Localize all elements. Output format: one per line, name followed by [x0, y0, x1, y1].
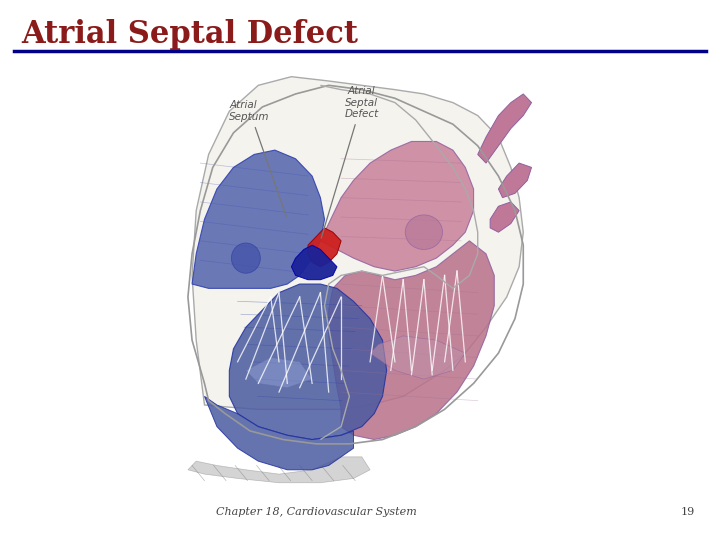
Circle shape — [231, 243, 261, 273]
Text: Atrial
Septum: Atrial Septum — [229, 100, 287, 217]
Polygon shape — [229, 284, 387, 440]
Polygon shape — [192, 77, 523, 409]
Polygon shape — [246, 357, 312, 388]
Text: Atrial Septal Defect: Atrial Septal Defect — [22, 19, 359, 50]
Polygon shape — [490, 202, 519, 232]
Text: 19: 19 — [680, 507, 695, 517]
Text: Atrial
Septal
Defect: Atrial Septal Defect — [321, 86, 379, 238]
Text: Chapter 18, Cardiovascular System: Chapter 18, Cardiovascular System — [217, 507, 417, 517]
Polygon shape — [204, 396, 354, 470]
Polygon shape — [328, 241, 494, 440]
Polygon shape — [292, 245, 337, 280]
Polygon shape — [478, 94, 531, 163]
Ellipse shape — [405, 215, 443, 249]
Polygon shape — [498, 163, 531, 198]
Polygon shape — [320, 141, 474, 271]
Polygon shape — [192, 150, 325, 288]
Polygon shape — [308, 228, 341, 267]
Polygon shape — [188, 457, 370, 483]
Polygon shape — [370, 336, 465, 379]
